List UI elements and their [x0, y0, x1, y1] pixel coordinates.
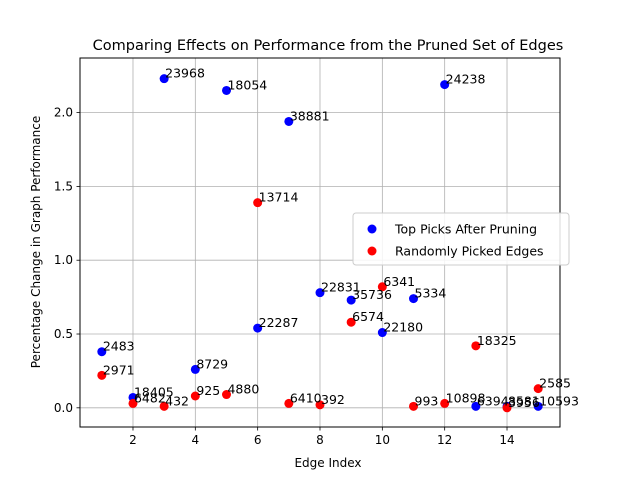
top-pick-point	[97, 347, 107, 357]
point-label: 18405	[134, 384, 174, 399]
point-label: 6341	[383, 274, 415, 289]
point-labels: 2483 18405 23968 8729 18054 22287 38881 2283135…	[103, 66, 579, 410]
point-label: 35736	[352, 287, 392, 302]
point-label: 18325	[477, 333, 517, 348]
legend-box	[352, 212, 570, 266]
point-label: 3956	[508, 395, 540, 410]
random-edge-point	[471, 341, 481, 351]
chart-title: Comparing Effects on Performance from th…	[93, 38, 564, 54]
x-tick-label: 10	[375, 433, 390, 447]
point-label: 432	[165, 393, 189, 408]
point-label: 4880	[227, 382, 259, 397]
top-pick-point	[284, 116, 294, 126]
x-axis-label: Edge Index	[294, 456, 361, 470]
point-label: 8581	[508, 393, 540, 408]
point-label: 22287	[259, 315, 299, 330]
top-pick-point	[190, 364, 200, 374]
point-label: 38881	[290, 108, 330, 123]
point-label: 8729	[196, 356, 228, 371]
random-edge-point	[97, 370, 107, 380]
random-edge-point	[253, 198, 263, 208]
point-label: 392	[321, 392, 345, 407]
x-tick-label: 8	[316, 433, 324, 447]
top-pick-point	[346, 295, 356, 305]
x-tick-label: 14	[499, 433, 514, 447]
point-label: 23968	[165, 66, 205, 81]
point-label: 6394	[477, 393, 509, 408]
point-label: 6482	[134, 390, 166, 405]
legend: Top Picks After Pruning Randomly Picked E…	[352, 212, 570, 266]
random-edge-point	[190, 391, 200, 401]
data-points	[97, 74, 543, 413]
legend-marker	[367, 224, 377, 234]
point-label: 10898	[446, 390, 486, 405]
top-pick-point	[315, 288, 325, 298]
x-tick-label: 2	[129, 433, 137, 447]
point-label: 2483	[103, 339, 135, 354]
random-edge-point	[409, 401, 419, 411]
x-tick-label: 4	[192, 433, 200, 447]
random-edge-point	[440, 398, 450, 408]
random-edge-point	[315, 400, 325, 410]
top-pick-point	[253, 323, 263, 333]
point-label: 2971	[103, 362, 135, 377]
y-tick-label: 2.0	[54, 106, 73, 120]
point-label: 2585	[539, 376, 571, 391]
point-label: 24238	[446, 72, 486, 87]
point-label: 6574	[352, 309, 384, 324]
y-tick-label: 1.5	[54, 179, 73, 193]
axis-ticks: 2 4 6 8 10 12 14 0.0 0.5 1.0 1.5 2.0	[54, 106, 515, 447]
random-edge-point	[502, 403, 512, 413]
point-label: 18054	[227, 77, 267, 92]
top-pick-point	[377, 328, 387, 338]
point-label: 10593	[539, 393, 579, 408]
random-edge-point	[221, 390, 231, 400]
top-pick-point	[159, 74, 169, 84]
y-tick-label: 0.0	[54, 401, 73, 415]
legend-label: Top Picks After Pruning	[394, 222, 537, 237]
top-pick-point	[533, 401, 543, 411]
random-edge-point	[128, 398, 138, 408]
point-label: 13714	[259, 190, 299, 205]
y-tick-label: 0.5	[54, 327, 73, 341]
legend-label: Randomly Picked Edges	[395, 244, 544, 259]
legend-marker	[367, 246, 377, 256]
top-pick-point	[440, 80, 450, 90]
top-pick-point	[471, 401, 481, 411]
random-edge-point	[159, 401, 169, 411]
random-edge-point	[284, 398, 294, 408]
random-edge-point	[377, 282, 387, 292]
point-label: 22831	[321, 280, 361, 295]
random-edge-point	[346, 317, 356, 327]
top-pick-point	[409, 294, 419, 304]
point-label: 925	[196, 383, 220, 398]
y-tick-label: 1.0	[54, 253, 73, 267]
x-tick-label: 6	[254, 433, 262, 447]
random-edge-point	[533, 384, 543, 394]
x-tick-label: 12	[437, 433, 452, 447]
point-label: 993	[415, 393, 439, 408]
top-pick-point	[221, 85, 231, 95]
point-label: 5334	[415, 286, 447, 301]
point-label: 6410	[290, 390, 322, 405]
y-axis-label: Percentage Change in Graph Performance	[29, 116, 43, 369]
point-label: 22180	[383, 320, 423, 335]
